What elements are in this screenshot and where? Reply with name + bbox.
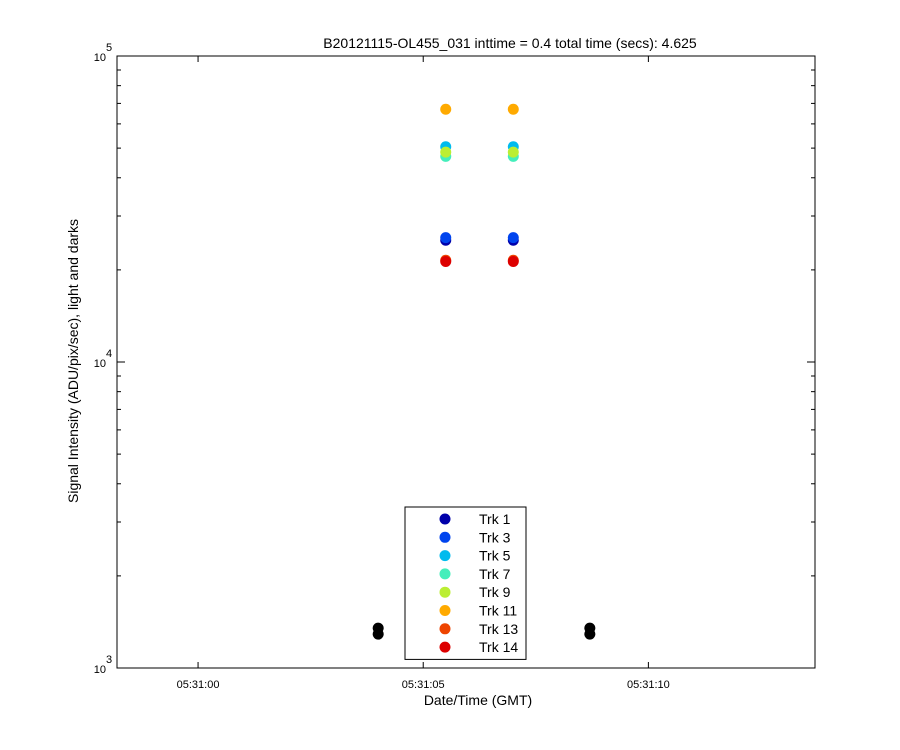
legend-marker: [439, 513, 451, 525]
y-axis-label: Signal Intensity (ADU/pix/sec), light an…: [65, 219, 81, 503]
x-tick-label: 05:31:05: [402, 679, 445, 691]
legend-label: Trk 3: [479, 529, 511, 545]
legend-marker: [439, 623, 451, 635]
y-tick-label-base: 10: [94, 664, 106, 676]
x-tick-label: 05:31:00: [177, 679, 220, 691]
y-tick-label-exponent: 3: [106, 654, 112, 666]
data-points: [372, 103, 596, 640]
data-point: [507, 232, 519, 244]
legend-marker: [439, 550, 451, 562]
legend-label: Trk 7: [479, 566, 511, 582]
data-point: [507, 103, 519, 115]
dark-data-point: [372, 628, 384, 640]
dark-data-point: [584, 628, 596, 640]
legend-marker: [439, 586, 451, 598]
data-point: [440, 232, 452, 244]
legend-marker: [439, 568, 451, 580]
legend-label: Trk 13: [479, 621, 518, 637]
legend: Trk 1 Trk 3 Trk 5 Trk 7 Trk 9 Trk 11 Trk 13 Trk…: [404, 506, 527, 660]
legend-label: Trk 14: [479, 639, 518, 655]
legend-marker: [439, 531, 451, 543]
data-point: [440, 256, 452, 268]
data-point: [440, 146, 452, 158]
data-point: [507, 256, 519, 268]
x-tick-label: 05:31:10: [627, 679, 670, 691]
legend-label: Trk 5: [479, 548, 511, 564]
chart-title: B20121115-OL455_031 inttime = 0.4 total …: [323, 35, 697, 51]
legend-label: Trk 9: [479, 584, 511, 600]
y-tick-label-base: 10: [94, 358, 106, 370]
y-tick-label-exponent: 4: [106, 348, 112, 360]
legend-marker: [439, 605, 451, 616]
y-tick-label-base: 10: [94, 52, 106, 64]
legend-label: Trk 11: [479, 603, 517, 619]
legend-marker: [439, 641, 451, 653]
data-point: [507, 146, 519, 158]
x-axis-label: Date/Time (GMT): [424, 692, 532, 708]
legend-label: Trk 1: [479, 511, 511, 527]
x-axis: 05:31:00 05:31:05 05:31:10: [177, 56, 670, 691]
data-point: [440, 103, 452, 115]
y-tick-label-exponent: 5: [106, 42, 112, 54]
legend-box: [404, 506, 527, 660]
